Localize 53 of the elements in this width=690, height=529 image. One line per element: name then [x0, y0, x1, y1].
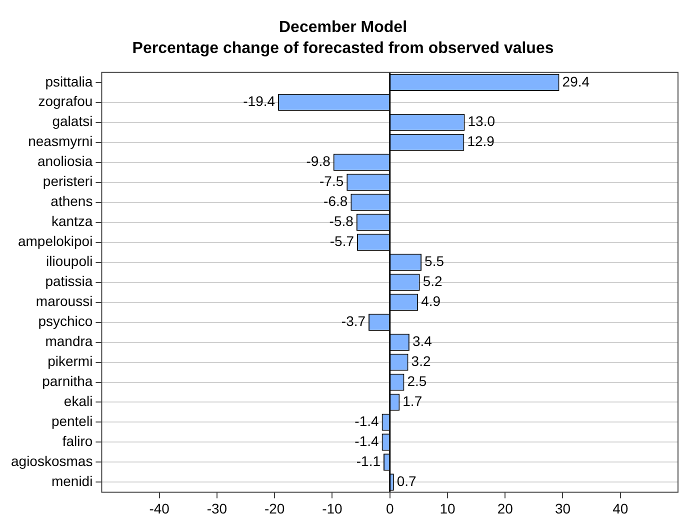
y-tick-label: anoliosia [37, 153, 93, 170]
data-label: -7.5 [320, 173, 344, 190]
data-label: -9.8 [306, 153, 331, 170]
data-label: 5.2 [422, 273, 442, 290]
y-tick-label: menidi [51, 473, 93, 490]
chart-subtitle: Percentage change of forecasted from observed values [132, 40, 554, 58]
data-label: -6.8 [324, 193, 348, 210]
data-label: -5.8 [329, 213, 354, 230]
x-tick-label: 30 [554, 500, 571, 516]
data-label: -19.4 [243, 93, 276, 110]
data-label: 13.0 [468, 113, 496, 130]
y-tick-label: patissia [45, 273, 93, 290]
y-tick-label: parnitha [42, 373, 93, 390]
y-tick-label: penteli [51, 413, 93, 430]
y-tick-label: mandra [45, 333, 93, 350]
x-tick-label: 0 [386, 500, 394, 516]
chart-title: December Model [278, 19, 408, 36]
y-tick-label: maroussi [36, 293, 93, 310]
y-tick-label: faliro [62, 433, 93, 450]
data-label: 12.9 [467, 133, 495, 150]
x-tick-label: -10 [322, 500, 343, 516]
data-label: 4.9 [421, 293, 441, 310]
data-label: 1.7 [402, 393, 422, 410]
y-tick-label: ekali [64, 393, 93, 410]
x-tick-label: 20 [497, 500, 514, 516]
y-tick-label: kantza [51, 213, 93, 230]
y-tick-label: peristeri [42, 173, 93, 190]
y-tick-label: pikermi [48, 353, 93, 370]
x-tick-label: 10 [440, 500, 456, 516]
data-label: -5.7 [330, 233, 354, 250]
data-label: 2.5 [407, 373, 427, 390]
x-tick-label: -30 [206, 500, 228, 516]
y-tick-label: psychico [38, 313, 93, 330]
data-label: -3.7 [341, 313, 366, 330]
data-label: 0.7 [396, 473, 417, 490]
data-label: 29.4 [562, 73, 590, 90]
data-label: 3.2 [411, 353, 431, 370]
x-tick-label: 40 [612, 500, 628, 516]
y-tick-label: ilioupoli [46, 253, 93, 270]
y-tick-label: agioskosmas [11, 453, 93, 470]
y-tick-label: psittalia [45, 73, 93, 90]
data-label: -1.1 [356, 453, 381, 470]
y-tick-label: zografou [38, 93, 93, 110]
y-tick-label: neasmyrni [28, 133, 93, 150]
data-label: 5.5 [424, 253, 444, 270]
y-tick-label: galatsi [52, 113, 93, 130]
data-label: -1.4 [354, 413, 379, 430]
x-tick-label: -20 [264, 500, 285, 516]
x-tick-label: -40 [149, 500, 170, 516]
data-label: -1.4 [354, 433, 379, 450]
y-tick-label: athens [50, 193, 93, 210]
data-label: 3.4 [412, 333, 432, 350]
y-tick-label: ampelokipoi [18, 233, 93, 250]
